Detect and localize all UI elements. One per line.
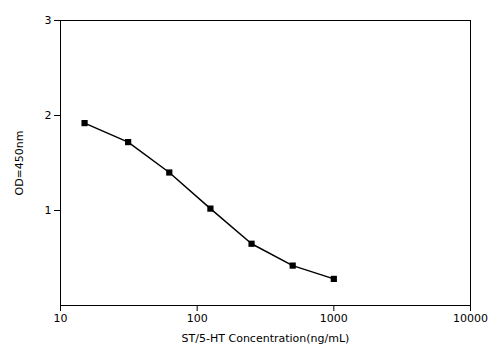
svg-text:100: 100 (187, 312, 208, 325)
svg-text:3: 3 (45, 14, 52, 27)
svg-text:10000: 10000 (453, 312, 488, 325)
svg-text:2: 2 (45, 109, 52, 122)
svg-text:10: 10 (54, 312, 68, 325)
svg-text:OD=450nm: OD=450nm (13, 130, 26, 195)
svg-text:1000: 1000 (320, 312, 348, 325)
svg-text:ST/5-HT Concentration(ng/mL): ST/5-HT Concentration(ng/mL) (182, 332, 350, 345)
svg-text:1: 1 (45, 204, 52, 217)
